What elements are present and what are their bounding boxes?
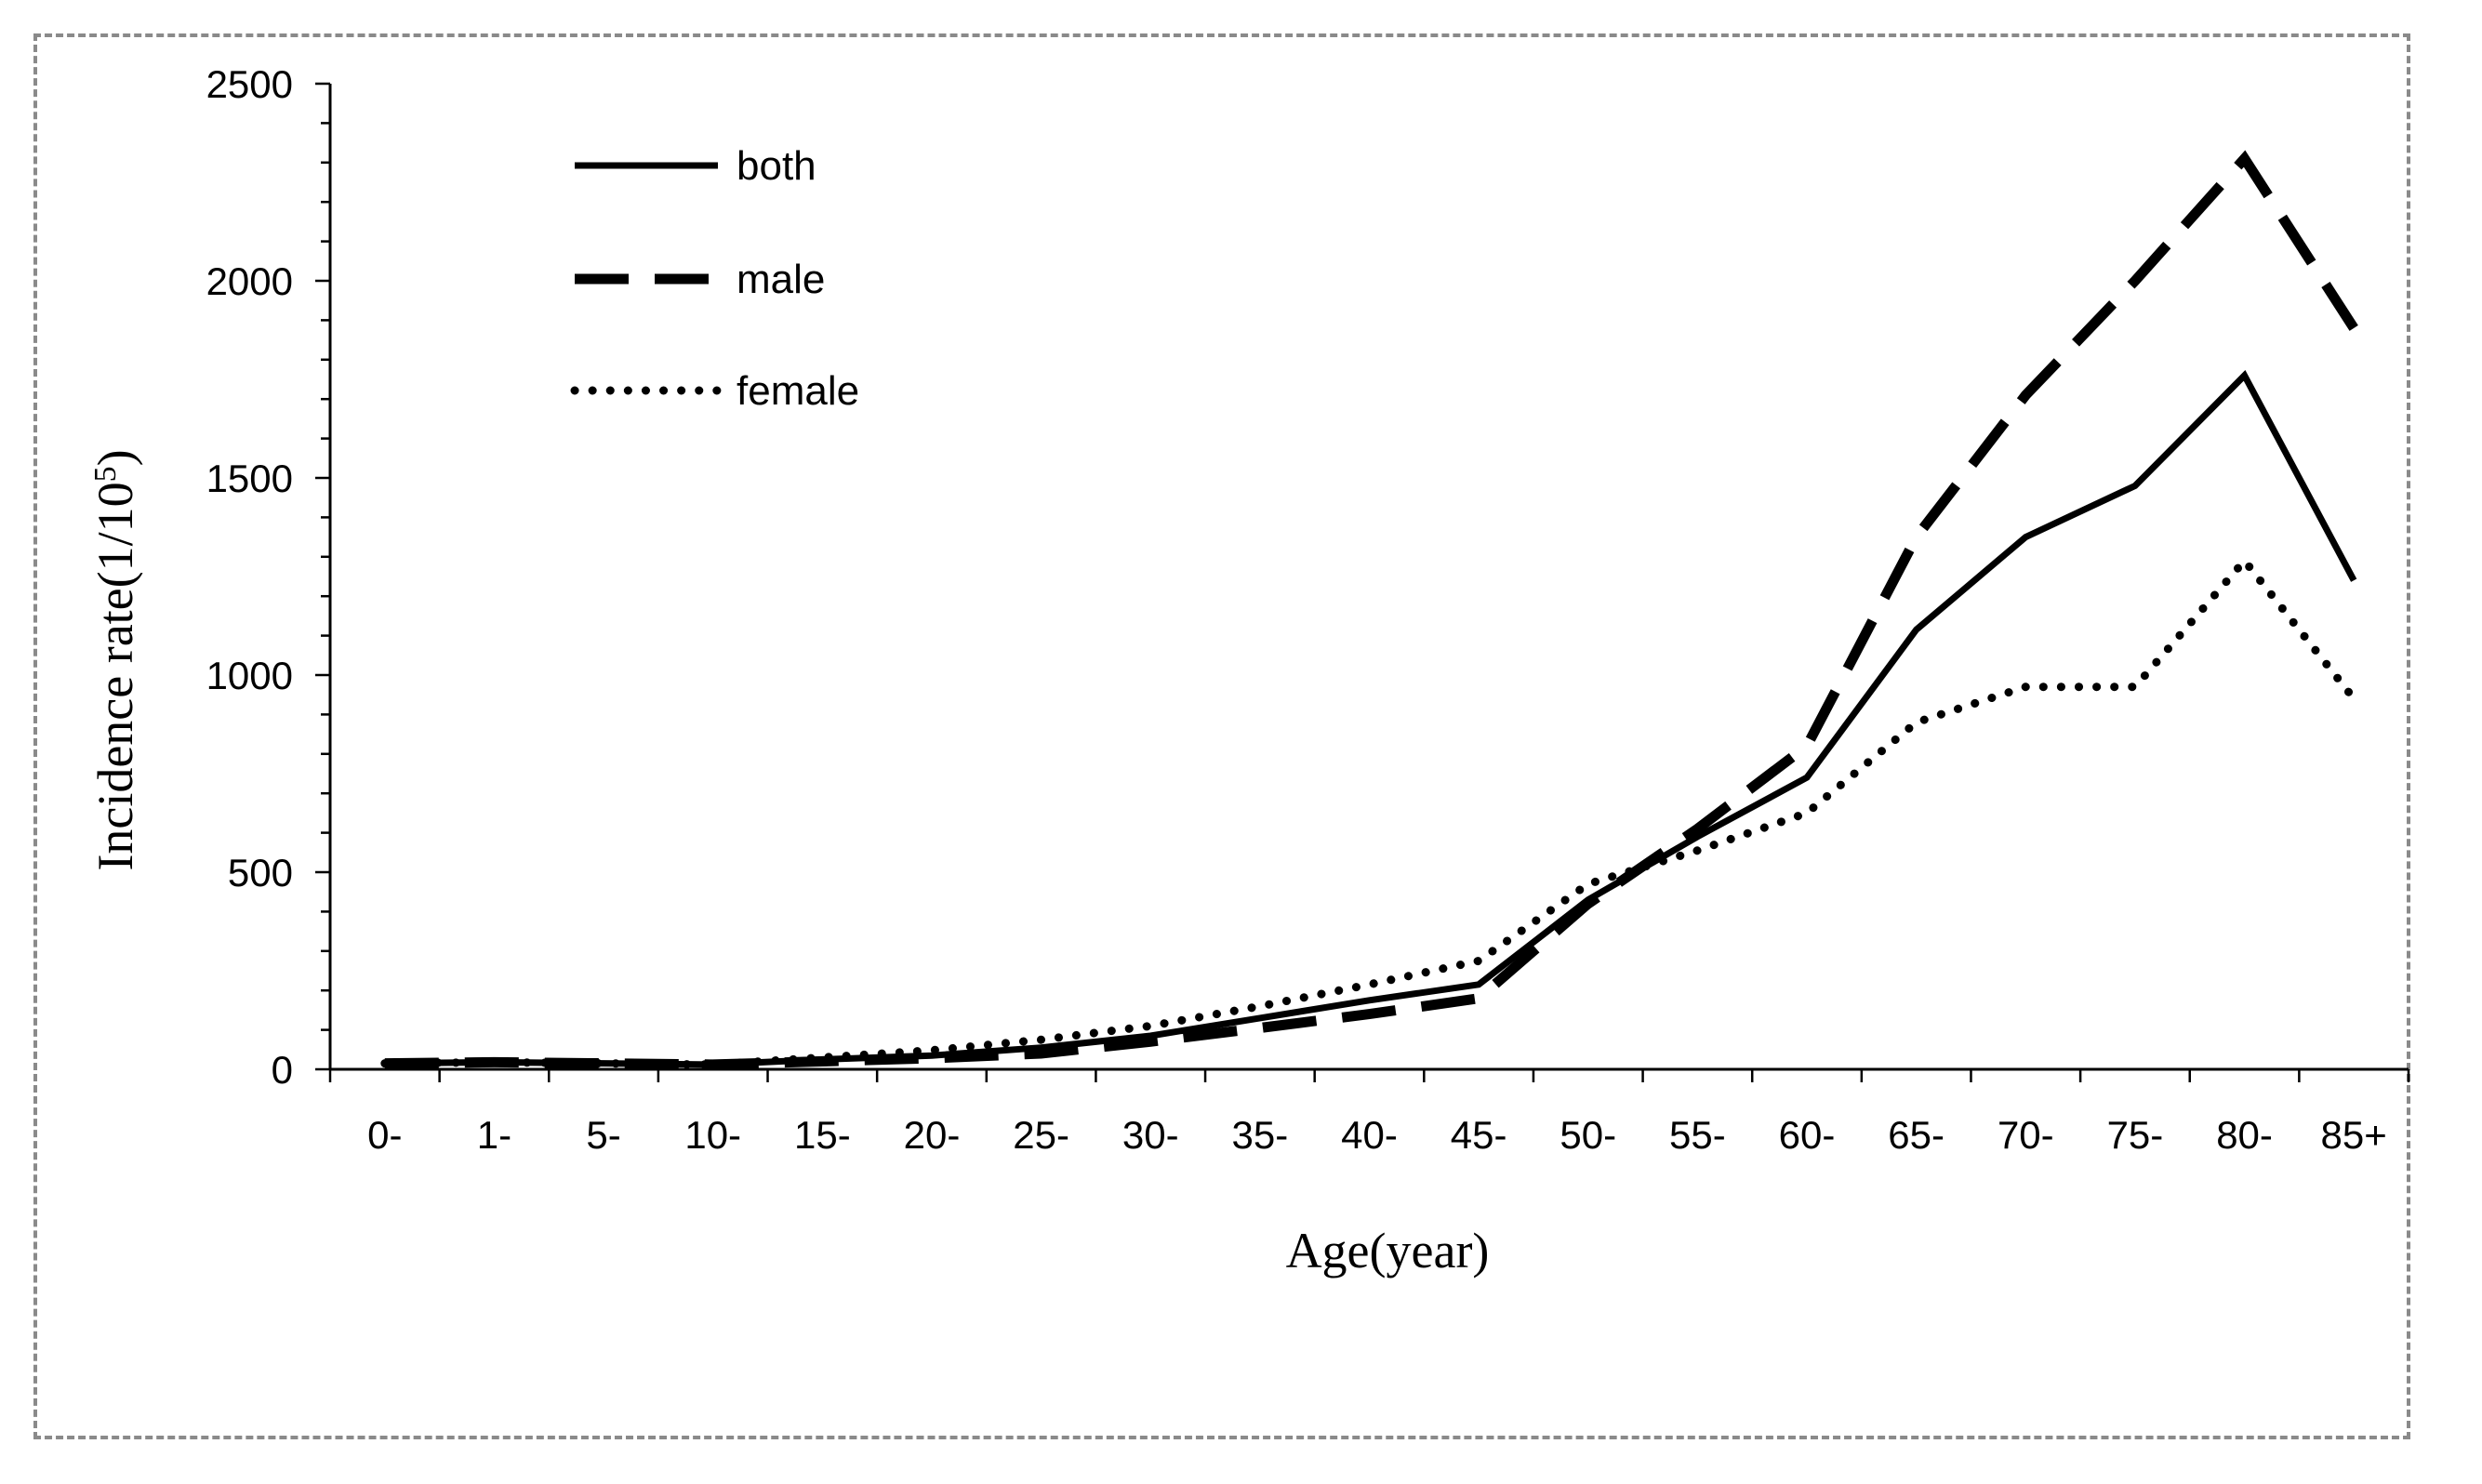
x-tick-label: 10- [684, 1113, 741, 1157]
legend: both male female [570, 143, 859, 414]
y-tick-label: 1000 [206, 654, 293, 697]
legend-label-both: both [737, 143, 816, 189]
x-tick-label: 80- [2216, 1113, 2273, 1157]
y-tick-label: 1500 [206, 457, 293, 500]
x-tick-label: 15- [794, 1113, 851, 1157]
x-tick-label: 45- [1451, 1113, 1507, 1157]
legend-label-male: male [737, 257, 825, 302]
x-tick-label: 5- [586, 1113, 620, 1157]
x-tick-label: 1- [477, 1113, 511, 1157]
x-tick-label: 75- [2107, 1113, 2164, 1157]
x-tick-label: 30- [1122, 1113, 1179, 1157]
x-tick-label: 70- [1998, 1113, 2054, 1157]
x-tick-label: 20- [904, 1113, 961, 1157]
series-line-both [384, 369, 2357, 1068]
axes [328, 84, 2409, 1071]
y-tick-label: 2500 [206, 62, 293, 106]
y-axis-title: Incidence rate(1/105) [87, 449, 143, 870]
series-lines [380, 150, 2358, 1070]
x-tick-label: 60- [1779, 1113, 1836, 1157]
x-tick-label: 25- [1013, 1113, 1069, 1157]
figure-frame [33, 33, 2410, 1439]
series-line-male [384, 150, 2358, 1070]
y-tick-label: 2000 [206, 259, 293, 303]
y-tick-label: 0 [272, 1048, 293, 1092]
y-axis-title-main: Incidence rate(1/10 [87, 482, 143, 870]
legend-label-female: female [737, 368, 859, 414]
x-tick-label: 35- [1232, 1113, 1289, 1157]
x-tick-label: 55- [1669, 1113, 1726, 1157]
y-axis-title-close: ) [87, 449, 143, 466]
x-ticks: 0- 1- 5- 10- 15- 20- 25- 30- 35- 40- 45- 50- 55- 60- 6… [328, 1069, 2410, 1157]
y-tick-label: 500 [228, 851, 293, 894]
x-tick-label: 65- [1888, 1113, 1944, 1157]
x-tick-label: 40- [1341, 1113, 1398, 1157]
series-line-female [380, 556, 2358, 1069]
y-ticks: 0 500 1000 1500 2000 2500 [206, 62, 330, 1092]
y-axis-title-superscript: 5 [88, 466, 123, 482]
x-tick-label: 50- [1560, 1113, 1616, 1157]
x-tick-label: 85+ [2321, 1113, 2387, 1157]
x-axis-title: Age(year) [1286, 1223, 1490, 1279]
x-tick-label: 0- [367, 1113, 402, 1157]
